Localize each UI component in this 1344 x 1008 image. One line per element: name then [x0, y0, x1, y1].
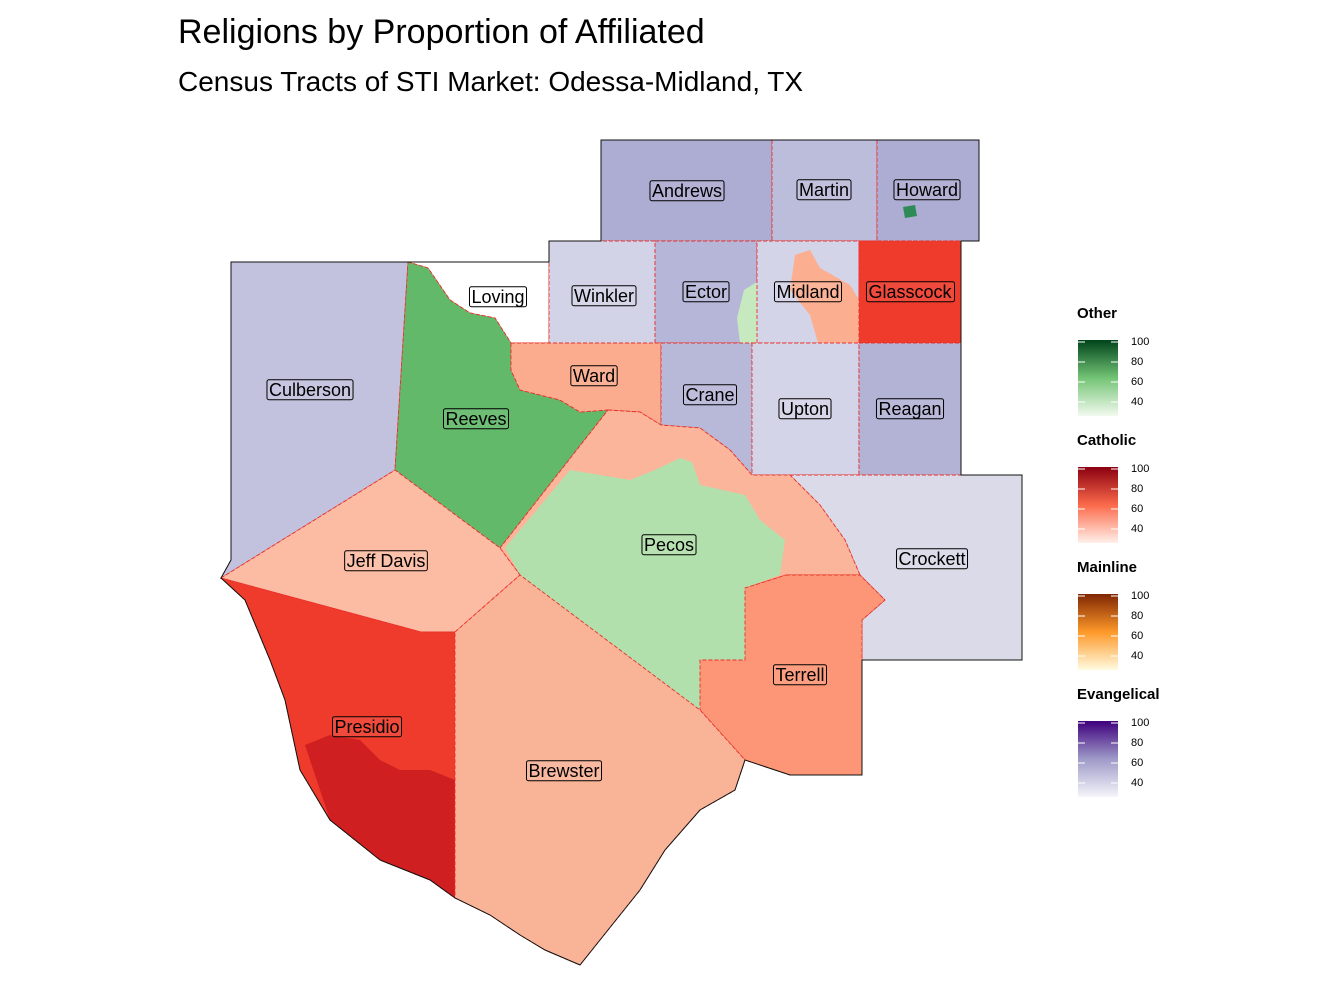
tract-shape [305, 735, 455, 898]
label-box [875, 398, 945, 420]
legend-tick-label: 80 [1131, 483, 1143, 495]
legend-tick-label: 40 [1131, 396, 1143, 408]
county-label: Andrews [652, 181, 722, 201]
legend-tick-label: 60 [1131, 630, 1143, 642]
legend: Other 40 60 80 100 Catholic 40 60 80 100 Mainline 4… [1077, 305, 1160, 797]
county-label: Terrell [775, 665, 824, 685]
label-box [796, 179, 852, 201]
county-label: Reeves [445, 409, 506, 429]
label-box [895, 548, 969, 570]
county-label: Winkler [574, 286, 634, 306]
label-box [331, 716, 403, 738]
region-outline [220, 139, 1023, 966]
label-box [773, 281, 843, 303]
county-label: Crane [685, 385, 734, 405]
county-label: Presidio [334, 717, 399, 737]
tract-shape [903, 205, 917, 218]
legend-tick-label: 80 [1131, 356, 1143, 368]
legend-tick-label: 40 [1131, 523, 1143, 535]
label-box [865, 281, 956, 303]
label-box [649, 180, 725, 202]
tract-shape [737, 282, 757, 343]
tract-shape [505, 458, 785, 710]
county-shape [751, 342, 860, 476]
county-label: Ward [573, 366, 615, 386]
legend-tick-label: 60 [1131, 757, 1143, 769]
legend-tick-label: 40 [1131, 650, 1143, 662]
color-bar [1078, 467, 1118, 543]
label-box [442, 408, 510, 430]
map-subtitle: Census Tracts of STI Market: Odessa-Midl… [178, 66, 803, 97]
legend-tick-label: 100 [1131, 717, 1149, 729]
county-label: Loving [471, 287, 524, 307]
color-bar [1078, 340, 1118, 416]
color-bar [1078, 721, 1118, 797]
label-box [682, 281, 730, 303]
label-box [570, 365, 618, 387]
label-box [682, 384, 738, 406]
legend-tick-label: 80 [1131, 737, 1143, 749]
legend-tick-label: 60 [1131, 376, 1143, 388]
label-box [571, 285, 637, 307]
tract-shape [790, 250, 859, 343]
county-label: Pecos [644, 535, 694, 555]
county-label: Jeff Davis [347, 551, 426, 571]
county-label: Reagan [878, 399, 941, 419]
legend-title: Other [1077, 305, 1117, 322]
label-box [266, 379, 354, 401]
label-box [778, 398, 832, 420]
label-box [772, 664, 828, 686]
county-label: Martin [799, 180, 849, 200]
legend-title: Evangelical [1077, 686, 1160, 703]
legend-tick-label: 80 [1131, 610, 1143, 622]
label-box [893, 179, 961, 201]
counties [219, 139, 1023, 966]
legend-tick-label: 100 [1131, 463, 1149, 475]
legend-tick-label: 40 [1131, 777, 1143, 789]
label-box [344, 550, 428, 572]
legend-tick-label: 100 [1131, 336, 1149, 348]
label-box [641, 534, 697, 556]
county-label: Upton [781, 399, 829, 419]
label-box [525, 760, 603, 782]
label-box [468, 286, 528, 308]
county-labels: Andrews Martin Howard Loving Winkler Ect… [266, 179, 969, 782]
legend-title: Mainline [1077, 559, 1137, 576]
county-label: Midland [776, 282, 839, 302]
legend-tick-label: 100 [1131, 590, 1149, 602]
map-title: Religions by Proportion of Affiliated [178, 13, 705, 51]
county-label: Crockett [898, 549, 965, 569]
legend-title: Catholic [1077, 432, 1136, 449]
county-label: Glasscock [868, 282, 952, 302]
color-bar [1078, 594, 1118, 670]
county-label: Howard [896, 180, 958, 200]
county-label: Brewster [528, 761, 599, 781]
county-shape [510, 342, 662, 426]
legend-tick-label: 60 [1131, 503, 1143, 515]
county-label: Ector [685, 282, 727, 302]
county-label: Culberson [269, 380, 351, 400]
